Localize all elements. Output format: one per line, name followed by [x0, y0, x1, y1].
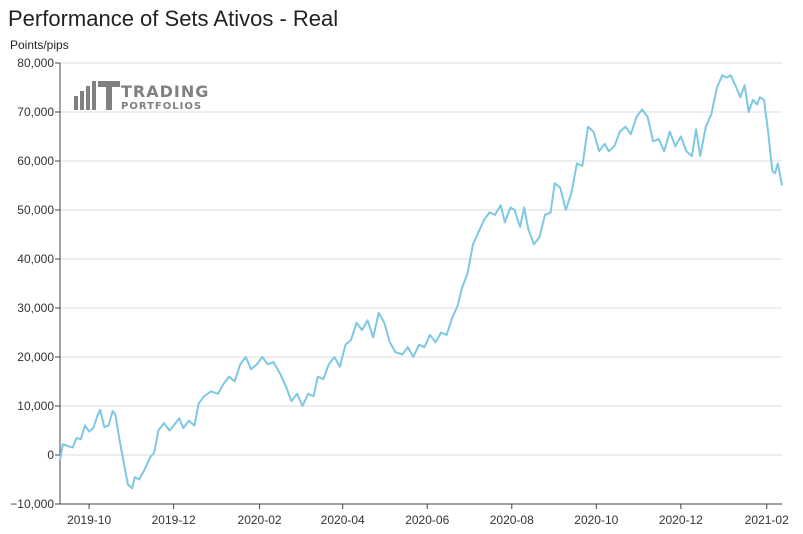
- series-layer: [59, 74, 783, 490]
- trading-portfolios-logo: TRADING PORTFOLIOS: [74, 81, 209, 112]
- y-tick-label: 60,000: [17, 154, 54, 168]
- series-line: [59, 74, 783, 490]
- y-tick-label: 20,000: [17, 350, 54, 364]
- x-tick-label: 2020-10: [574, 513, 618, 527]
- logo-word-1: TRADING: [121, 82, 209, 101]
- x-tick-label: 2020-02: [238, 513, 282, 527]
- x-tick-label: 2019-12: [152, 513, 196, 527]
- x-tick-label: 2020-08: [490, 513, 534, 527]
- grid-lines: [60, 62, 782, 505]
- chart-title: Performance of Sets Ativos - Real: [8, 6, 339, 31]
- y-tick-label: 0: [47, 448, 54, 462]
- y-tick-label: 70,000: [17, 105, 54, 119]
- y-tick-label: 40,000: [17, 252, 54, 266]
- x-tick-label: 2020-12: [659, 513, 703, 527]
- axes: −10,000 0 10,000 20,000 30,000 40,000 50,000 60…: [10, 56, 789, 527]
- x-tick-label: 2021-02: [745, 513, 789, 527]
- y-tick-label: 80,000: [17, 56, 54, 70]
- x-tick-label: 2020-04: [321, 513, 365, 527]
- x-tick-label: 2019-10: [67, 513, 111, 527]
- y-tick-label: 50,000: [17, 203, 54, 217]
- y-tick-label: −10,000: [10, 497, 54, 511]
- x-tick-label: 2020-06: [405, 513, 449, 527]
- logo-word-2: PORTFOLIOS: [121, 101, 202, 112]
- y-axis-unit-label: Points/pips: [10, 38, 69, 52]
- y-tick-label: 10,000: [17, 399, 54, 413]
- y-tick-label: 30,000: [17, 301, 54, 315]
